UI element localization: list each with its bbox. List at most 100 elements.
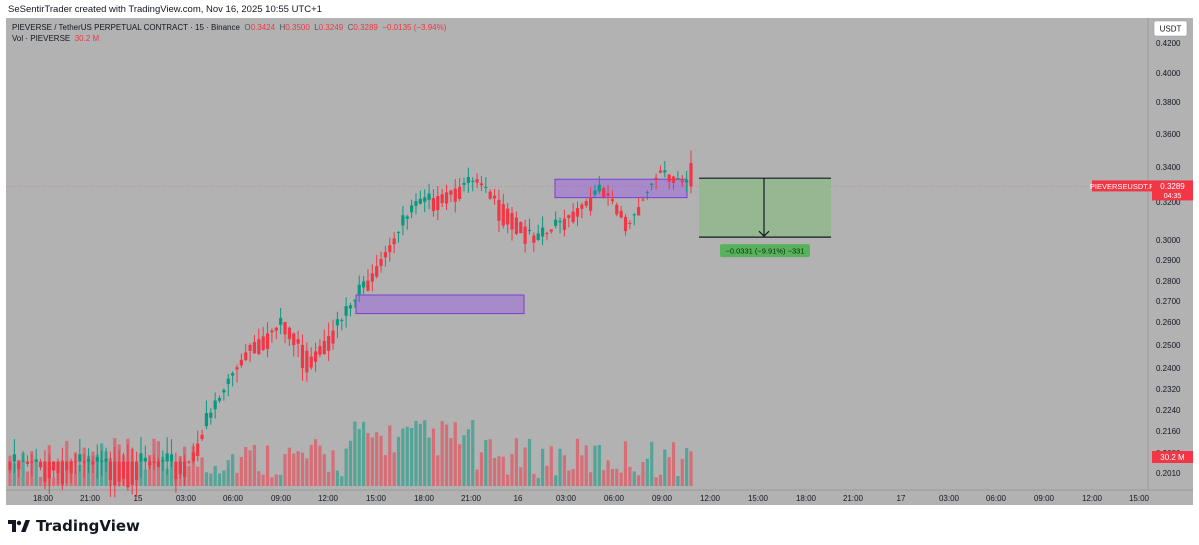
measure-box[interactable] bbox=[699, 178, 831, 238]
volume-bar bbox=[671, 442, 676, 486]
lower-supply-zone[interactable] bbox=[355, 294, 525, 315]
volume-bar bbox=[187, 465, 191, 486]
time-axis-tick: 18:00 bbox=[33, 494, 54, 503]
candle-body bbox=[340, 320, 344, 322]
time-axis-tick: 12:00 bbox=[700, 494, 721, 503]
volume-bar bbox=[497, 456, 501, 486]
candle-body bbox=[300, 345, 305, 369]
volume-bar bbox=[270, 477, 274, 486]
volume-bar bbox=[449, 438, 453, 486]
created-caption: SeSentirTrader created with TradingView.… bbox=[8, 4, 322, 15]
volume-bar bbox=[488, 439, 492, 486]
measure-label: −0.0331 (−9.91%) −331 bbox=[725, 247, 804, 256]
volume-bar bbox=[327, 471, 331, 486]
volume-bar bbox=[143, 469, 147, 486]
candle-body bbox=[680, 180, 684, 183]
candle-body bbox=[322, 340, 326, 355]
candle-body bbox=[235, 367, 239, 370]
volume-bar bbox=[676, 475, 680, 486]
candle-body bbox=[654, 177, 658, 180]
volume-bar bbox=[287, 447, 291, 486]
candle-body bbox=[335, 319, 340, 326]
time-axis-tick: 16 bbox=[514, 494, 523, 503]
candle-body bbox=[361, 281, 366, 288]
volume-bar bbox=[444, 424, 449, 486]
measure-tool[interactable]: −0.0331 (−9.91%) −331 bbox=[699, 177, 831, 258]
legend-symbol[interactable]: PIEVERSE / TetherUS PERPETUAL CONTRACT ·… bbox=[12, 23, 240, 32]
volume-bar bbox=[200, 457, 204, 486]
volume-bar bbox=[12, 463, 16, 486]
chart-legend: PIEVERSE / TetherUS PERPETUAL CONTRACT ·… bbox=[12, 22, 446, 44]
volume-bar bbox=[34, 459, 38, 486]
volume-bar bbox=[685, 448, 689, 486]
volume-bar bbox=[562, 455, 567, 486]
volume-bar bbox=[191, 446, 195, 486]
candle-body bbox=[545, 232, 549, 234]
candle-body bbox=[510, 213, 514, 230]
candle-body bbox=[536, 233, 540, 240]
candle-body bbox=[257, 339, 261, 354]
candle-body bbox=[401, 215, 405, 226]
candle-body bbox=[139, 453, 143, 462]
candle-body bbox=[331, 330, 335, 344]
volume-bar bbox=[292, 453, 296, 486]
candle-body bbox=[270, 330, 274, 333]
price-axis-tick: 0.4000 bbox=[1156, 69, 1181, 78]
time-axis-tick: 15:00 bbox=[366, 494, 387, 503]
price-axis-tick: 0.2240 bbox=[1156, 406, 1181, 415]
volume-bar bbox=[231, 454, 235, 486]
candle-body bbox=[488, 191, 492, 199]
volume-bar bbox=[318, 445, 322, 486]
upper-supply-zone[interactable] bbox=[554, 178, 688, 199]
chart-pane[interactable] bbox=[6, 18, 1193, 505]
candle-body bbox=[357, 284, 361, 295]
volume-bar bbox=[462, 435, 466, 486]
volume-bar bbox=[252, 444, 257, 486]
time-axis-tick: 15 bbox=[134, 494, 143, 503]
volume-bar bbox=[366, 433, 370, 486]
last-price-tag: PIEVERSEUSDT.P 0.3289 04:35 bbox=[1090, 180, 1193, 201]
volume-bar bbox=[650, 441, 654, 486]
candle-body bbox=[580, 204, 584, 209]
legend-vol-label[interactable]: Vol · PIEVERSE bbox=[12, 34, 71, 43]
currency-button[interactable]: USDT bbox=[1153, 20, 1188, 37]
volume-bar bbox=[506, 474, 510, 486]
candle-body bbox=[169, 454, 174, 462]
price-axis-tick: 0.2500 bbox=[1156, 341, 1181, 350]
time-axis-tick: 18:00 bbox=[796, 494, 817, 503]
chart-canvas[interactable]: −0.0331 (−9.91%) −331 0.4200 0.4000 0.3800… bbox=[6, 18, 1193, 505]
candle-body bbox=[370, 273, 374, 282]
volume-bar bbox=[370, 437, 374, 486]
candle-body bbox=[226, 378, 230, 384]
time-axis-tick: 06:00 bbox=[604, 494, 625, 503]
volume-bar bbox=[689, 451, 693, 486]
volume-bar bbox=[257, 471, 261, 486]
candle-body bbox=[178, 461, 182, 475]
candle-body bbox=[584, 201, 588, 206]
legend-row-volume: Vol · PIEVERSE 30.2 M bbox=[12, 33, 446, 44]
candle-body bbox=[610, 199, 615, 202]
candle-body bbox=[418, 198, 422, 204]
candle-body bbox=[134, 461, 139, 481]
candle-body bbox=[588, 197, 593, 211]
candle-body bbox=[514, 217, 518, 234]
price-axis[interactable]: 0.4200 0.4000 0.3800 0.3600 0.3400 0.3200 0.30… bbox=[1156, 39, 1181, 478]
volume-bar bbox=[580, 455, 584, 486]
volume-bar bbox=[322, 454, 326, 486]
tradingview-footer: TradingView bbox=[8, 513, 140, 539]
time-axis[interactable]: 18:00 21:00 15 03:00 06:00 09:00 12:00 15:00 18:… bbox=[33, 494, 1150, 503]
candle-body bbox=[475, 179, 479, 183]
volume-bar bbox=[248, 450, 252, 486]
candle-body bbox=[187, 461, 191, 463]
volume-bar bbox=[571, 468, 575, 486]
time-axis-tick: 09:00 bbox=[1034, 494, 1055, 503]
volume-bar bbox=[554, 475, 558, 486]
volume-bar bbox=[261, 474, 265, 486]
price-axis-tick: 0.4200 bbox=[1156, 39, 1181, 48]
volume-bar bbox=[392, 452, 396, 486]
volume-tag: 30.2 M bbox=[1152, 451, 1193, 463]
time-axis-tick: 03:00 bbox=[556, 494, 577, 503]
volume-bar bbox=[453, 422, 457, 486]
candle-body bbox=[30, 461, 34, 463]
time-axis-tick: 12:00 bbox=[1082, 494, 1103, 503]
